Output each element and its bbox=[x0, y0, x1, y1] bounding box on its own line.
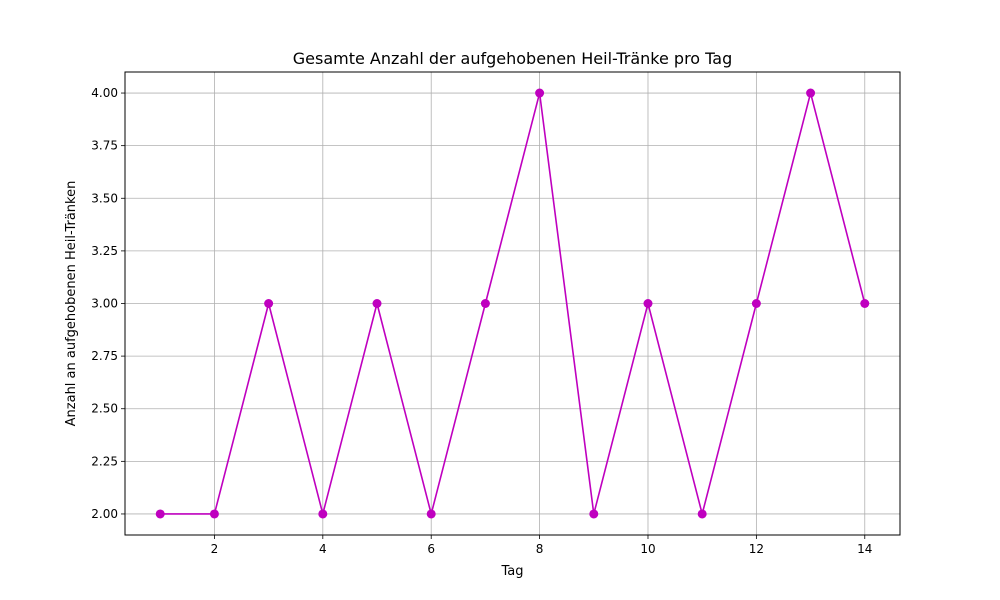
data-point bbox=[697, 509, 707, 519]
x-tick-label: 2 bbox=[211, 542, 219, 556]
y-tick-label: 3.50 bbox=[91, 191, 118, 205]
data-point bbox=[806, 88, 816, 98]
data-point bbox=[643, 299, 653, 308]
data-point bbox=[264, 299, 274, 308]
x-tick-label: 8 bbox=[536, 542, 544, 556]
x-tick-label: 10 bbox=[640, 542, 655, 556]
y-tick-label: 2.50 bbox=[91, 402, 118, 416]
data-point bbox=[535, 88, 545, 98]
y-tick-label: 2.00 bbox=[91, 507, 118, 521]
y-tick-label: 4.00 bbox=[91, 86, 118, 100]
data-point bbox=[372, 299, 382, 308]
x-tick-label: 6 bbox=[427, 542, 435, 556]
y-tick-label: 3.75 bbox=[91, 139, 118, 153]
data-point bbox=[318, 509, 328, 519]
y-tick-label: 2.25 bbox=[91, 454, 118, 468]
y-tick-label: 2.75 bbox=[91, 349, 118, 363]
series-layer bbox=[155, 88, 870, 519]
x-tick-label: 14 bbox=[857, 542, 872, 556]
data-point bbox=[155, 509, 165, 519]
data-point bbox=[480, 299, 490, 308]
x-tick-label: 4 bbox=[319, 542, 327, 556]
x-axis-label: Tag bbox=[500, 564, 523, 579]
y-tick-label: 3.00 bbox=[91, 297, 118, 311]
data-point bbox=[860, 299, 870, 308]
axis-ticks: 2 4 6 8 10 12 14 2.00 2.25 2.50 2.75 3.00 3.25 3.50 3.… bbox=[91, 86, 872, 556]
data-point bbox=[426, 509, 436, 519]
x-tick-label: 12 bbox=[749, 542, 764, 556]
y-axis-label: Anzahl an aufgehobenen Heil-Tränken bbox=[64, 181, 79, 427]
chart-title: Gesamte Anzahl der aufgehobenen Heil-Trä… bbox=[293, 49, 733, 68]
y-tick-label: 3.25 bbox=[91, 244, 118, 258]
data-point bbox=[751, 299, 761, 308]
data-point bbox=[589, 509, 599, 519]
series-line bbox=[160, 92, 866, 515]
data-point bbox=[209, 509, 219, 519]
